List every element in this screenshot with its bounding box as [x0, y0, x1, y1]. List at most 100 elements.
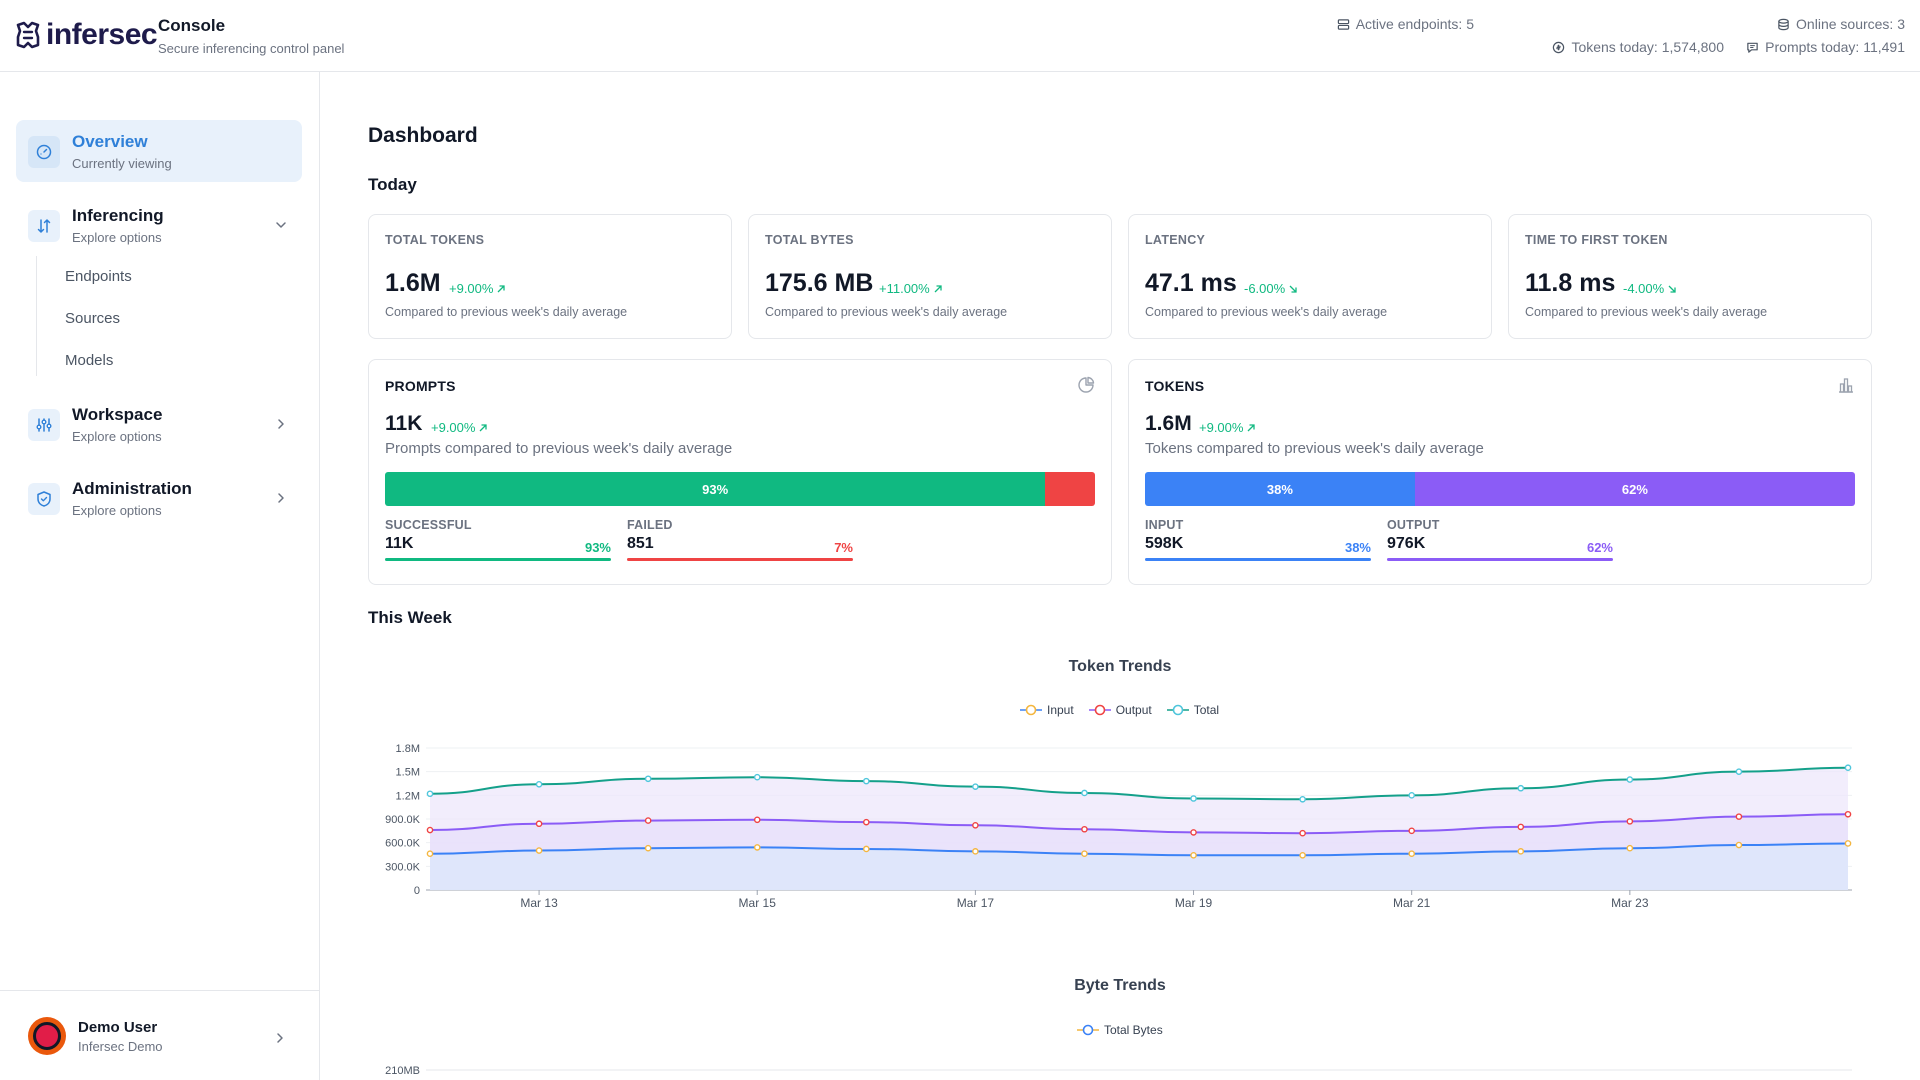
kpi-card-time-to-first-token: TIME TO FIRST TOKEN 11.8 ms -4.00% Compa… [1508, 214, 1872, 339]
user-profile[interactable]: Demo User Infersec Demo [0, 990, 319, 1080]
data-point-total [1299, 795, 1306, 803]
page-title: Dashboard [368, 124, 478, 147]
series-line-output [429, 813, 1849, 835]
data-point-total [535, 780, 543, 788]
x-tick-label: Mar 15 [739, 896, 777, 910]
sidebar-item-overview[interactable]: Overview Currently viewing [16, 120, 302, 182]
tokens-today-text: Tokens today: 1,574,800 [1571, 39, 1724, 55]
sidebar-item-title: Inferencing [72, 206, 164, 225]
data-point-input [1408, 850, 1415, 858]
x-tick-label: Mar 23 [1611, 896, 1649, 910]
stat-underline [627, 558, 853, 561]
input-stat: INPUT 598K 38% [1145, 518, 1371, 561]
data-point-total [972, 783, 979, 790]
byte-trends-chart[interactable]: 210MB [368, 1060, 1872, 1080]
chevron-right-icon[interactable] [273, 1031, 287, 1045]
data-point-output [753, 816, 761, 824]
infersec-logo[interactable]: infersec [14, 18, 158, 52]
pie-chart-icon[interactable] [1077, 376, 1095, 394]
sidebar-item-inferencing[interactable]: Inferencing Explore options [16, 194, 302, 256]
data-point-input [644, 844, 652, 852]
bar-chart-icon[interactable] [1837, 376, 1855, 394]
data-point-input [1190, 851, 1197, 859]
legend-item-output[interactable]: Output [1088, 703, 1152, 717]
stat-percent: 7% [834, 540, 853, 555]
prompts-note: Prompts compared to previous week's dail… [385, 440, 733, 457]
legend-item-total-bytes[interactable]: Total Bytes [1076, 1023, 1163, 1037]
data-point-output [1408, 827, 1415, 835]
input-segment: 38% [1145, 472, 1415, 506]
arrow-up-right-icon [934, 284, 942, 292]
kpi-value: 1.6M [385, 269, 441, 297]
y-tick-label: 600.0K [385, 838, 421, 850]
arrow-up-right-icon [479, 423, 488, 431]
app-title: Console [158, 16, 226, 35]
section-title-today: Today [368, 175, 417, 194]
legend-marker [1077, 1024, 1099, 1036]
stat-value: 851 [627, 535, 654, 552]
kpi-note: Compared to previous week's daily averag… [385, 305, 628, 319]
data-point-output [1299, 829, 1306, 837]
tokens-today-stat: Tokens today: 1,574,800 [1552, 39, 1724, 55]
data-point-total [426, 790, 434, 798]
stat-label: INPUT [1145, 518, 1184, 532]
data-point-input [1735, 841, 1743, 849]
stat-underline [1387, 558, 1613, 561]
top-header: infersec Console Secure inferencing cont… [0, 0, 1920, 72]
y-tick-label: 900.0K [385, 814, 421, 826]
data-point-total [1190, 795, 1197, 802]
byte-trends-title: Byte Trends [1074, 977, 1166, 994]
tokens-label: TOKENS [1145, 378, 1205, 394]
sidebar-item-subtitle: Currently viewing [72, 156, 172, 171]
legend-marker [1166, 704, 1189, 716]
kpi-delta-text: -4.00% [1623, 281, 1665, 296]
logo-text: infersec [46, 18, 158, 51]
sidebar-item-administration[interactable]: Administration Explore options [16, 467, 302, 529]
kpi-delta: +11.00% [879, 281, 943, 296]
message-icon [1747, 42, 1758, 53]
chevron-right-icon[interactable] [274, 417, 288, 431]
token-trends-chart[interactable]: 0 300.0K 600.0K 900.0K 1.2M 1.5M 1.8M Mar 13 Mar… [368, 730, 1872, 916]
section-title-this-week: This Week [368, 608, 452, 627]
online-sources-stat: Online sources: 3 [1777, 16, 1905, 32]
y-tick-label: 1.5M [396, 767, 420, 779]
legend-item-input[interactable]: Input [1019, 703, 1074, 717]
prompts-value: 11K [385, 412, 423, 435]
data-point-input [972, 848, 979, 855]
sidebar-item-subtitle: Explore options [72, 503, 162, 518]
failed-segment [1045, 472, 1095, 506]
kpi-note: Compared to previous week's daily averag… [1525, 305, 1768, 319]
active-endpoints-text: Active endpoints: 5 [1355, 16, 1474, 32]
prompts-delta-text: +9.00% [431, 420, 476, 435]
failed-stat: FAILED 851 7% [627, 518, 853, 561]
sidebar-item-subtitle: Explore options [72, 429, 162, 444]
series-line-input [429, 842, 1849, 857]
gauge-icon [28, 136, 60, 168]
token-trends-legend: Input Output Total [1019, 703, 1233, 717]
y-tick-label: 0 [414, 885, 420, 897]
kpi-delta-text: +11.00% [879, 281, 930, 296]
tokens-card: TOKENS 1.6M +9.00% Tokens compared to pr… [1128, 359, 1872, 585]
arrow-up-right-icon [1247, 423, 1256, 431]
chevron-down-icon[interactable] [274, 218, 288, 232]
y-tick-label: 210MB [385, 1065, 420, 1077]
stat-label: SUCCESSFUL [385, 518, 472, 532]
chevron-right-icon[interactable] [274, 491, 288, 505]
legend-item-total[interactable]: Total [1166, 703, 1219, 717]
prompts-delta: +9.00% [431, 420, 488, 435]
x-tick-label: Mar 17 [957, 896, 995, 910]
data-point-input [1626, 844, 1634, 852]
sidebar-subitem-sources[interactable]: Sources [65, 310, 121, 327]
y-tick-label: 1.8M [396, 743, 420, 755]
kpi-value: 175.6 MB [765, 269, 874, 297]
sidebar-subitem-models[interactable]: Models [65, 352, 114, 369]
arrow-down-right-icon [1668, 285, 1676, 293]
sidebar-item-workspace[interactable]: Workspace Explore options [16, 393, 302, 455]
online-sources-text: Online sources: 3 [1796, 16, 1905, 32]
data-point-total [644, 775, 652, 783]
stat-percent: 93% [584, 540, 611, 555]
data-point-output [1844, 810, 1852, 818]
sidebar-subitem-endpoints[interactable]: Endpoints [65, 268, 132, 285]
kpi-value: 47.1 ms [1145, 269, 1237, 297]
data-point-output [1626, 818, 1634, 825]
